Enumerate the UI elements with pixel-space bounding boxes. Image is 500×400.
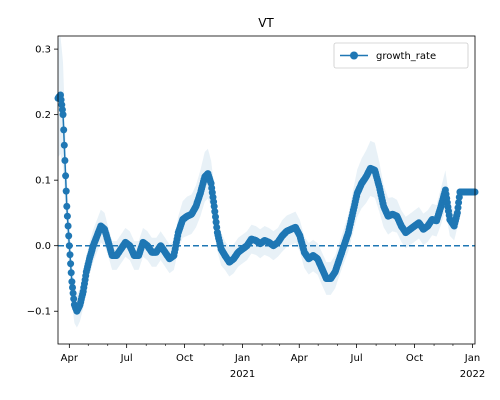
legend: growth_rate xyxy=(333,42,469,69)
data-point xyxy=(65,232,73,240)
data-point xyxy=(454,204,462,212)
data-point xyxy=(62,187,70,195)
x-tick-label: Oct xyxy=(176,353,193,364)
plot-area xyxy=(54,36,479,328)
legend-box xyxy=(333,42,469,69)
x-tick-year-label: 2022 xyxy=(460,369,485,380)
data-point xyxy=(63,202,71,210)
data-point xyxy=(70,295,78,303)
data-point xyxy=(211,208,219,216)
data-point xyxy=(63,212,71,220)
x-tick-label: Oct xyxy=(406,353,423,364)
axes-frame xyxy=(57,35,476,345)
data-point xyxy=(65,242,73,250)
y-tick-label: −0.1 xyxy=(27,307,51,318)
y-tick-label: 0.0 xyxy=(35,241,51,252)
data-point xyxy=(212,218,220,226)
confidence-band xyxy=(58,36,475,328)
legend-marker-icon xyxy=(350,51,358,60)
data-point xyxy=(60,141,68,149)
y-tick-label: 0.2 xyxy=(35,110,51,121)
y-axis: −0.1 0.0 0.1 0.2 0.3 xyxy=(27,45,58,318)
data-point xyxy=(455,199,463,206)
chart-title: VT xyxy=(258,16,274,30)
data-point xyxy=(61,157,69,164)
data-point xyxy=(453,209,461,217)
x-tick-label: Jul xyxy=(350,353,363,364)
data-point xyxy=(67,260,75,268)
data-point xyxy=(59,111,67,119)
data-point xyxy=(66,251,74,259)
data-point xyxy=(62,172,70,180)
y-tick-label: 0.1 xyxy=(35,176,51,187)
data-point xyxy=(212,213,219,221)
y-tick-label: 0.3 xyxy=(35,45,51,56)
x-tick-label: Jan xyxy=(464,353,480,364)
growth-rate-markers xyxy=(54,91,479,315)
x-tick-label: Apr xyxy=(291,353,309,364)
x-tick-label: Jul xyxy=(120,353,133,364)
data-point xyxy=(69,289,77,297)
x-tick-label: Apr xyxy=(61,353,79,364)
data-point xyxy=(69,284,76,291)
data-point xyxy=(67,269,75,277)
legend-label: growth_rate xyxy=(376,51,436,62)
x-tick-label: Jan xyxy=(234,353,250,364)
data-point xyxy=(68,278,76,286)
data-point xyxy=(210,202,218,210)
data-point xyxy=(213,223,221,231)
x-axis: Apr Jul Oct Jan 2021 Apr Jul Oct Jan 2022 xyxy=(61,344,485,380)
data-point xyxy=(60,126,68,134)
data-point xyxy=(64,222,72,230)
x-tick-year-label: 2021 xyxy=(230,369,255,380)
